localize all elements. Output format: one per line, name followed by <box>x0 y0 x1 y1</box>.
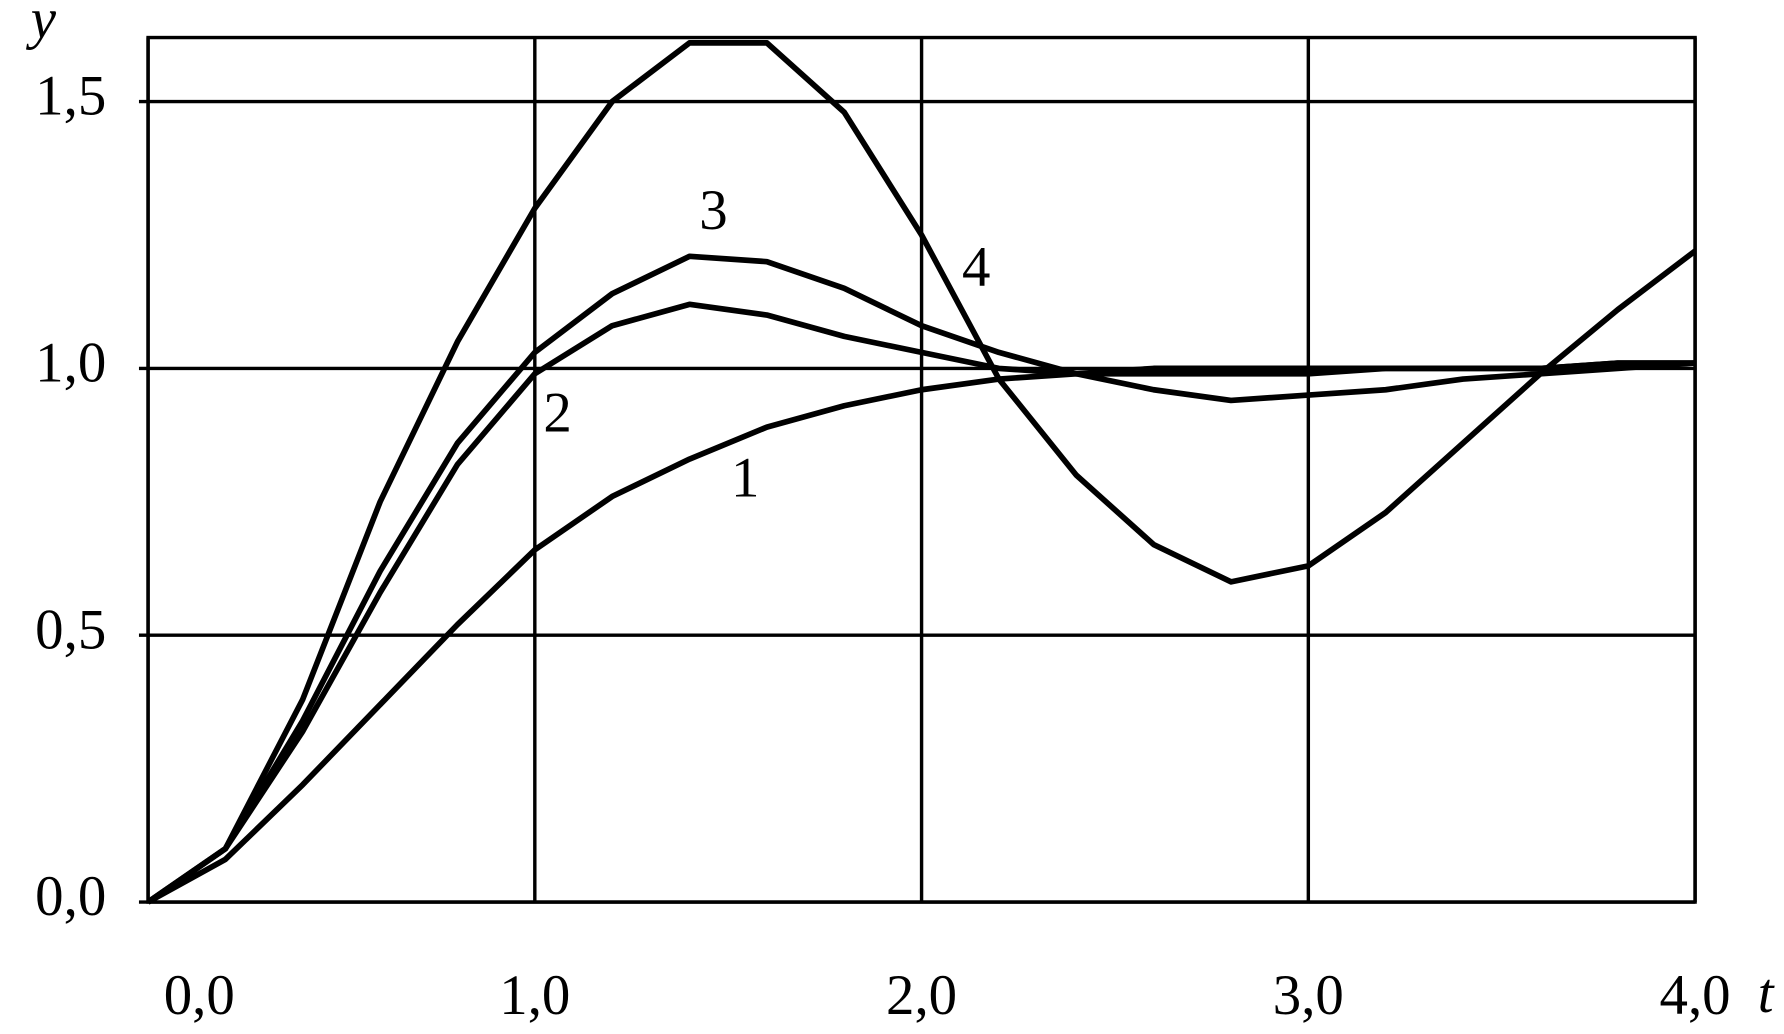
curve <box>146 301 1696 905</box>
curve-label: 2 <box>543 382 571 445</box>
y-tick-label: 1,0 <box>35 331 106 394</box>
curve <box>146 253 1696 905</box>
x-axis-label: t <box>1758 962 1775 1025</box>
curve-label: 3 <box>699 179 727 242</box>
x-tick-label: 1,0 <box>499 964 570 1027</box>
curve-label: 1 <box>731 446 759 509</box>
x-tick-label: 2,0 <box>886 964 957 1027</box>
x-tick-label: 4,0 <box>1660 964 1731 1027</box>
curve-label: 4 <box>962 236 990 299</box>
curve <box>146 40 1697 905</box>
y-axis-label: y <box>26 0 57 51</box>
x-tick-label: 0,0 <box>164 964 235 1027</box>
y-tick-label: 0,5 <box>35 598 106 661</box>
y-tick-label: 1,5 <box>35 65 106 128</box>
y-tick-label: 0,0 <box>35 865 106 928</box>
x-tick-label: 3,0 <box>1273 964 1344 1027</box>
